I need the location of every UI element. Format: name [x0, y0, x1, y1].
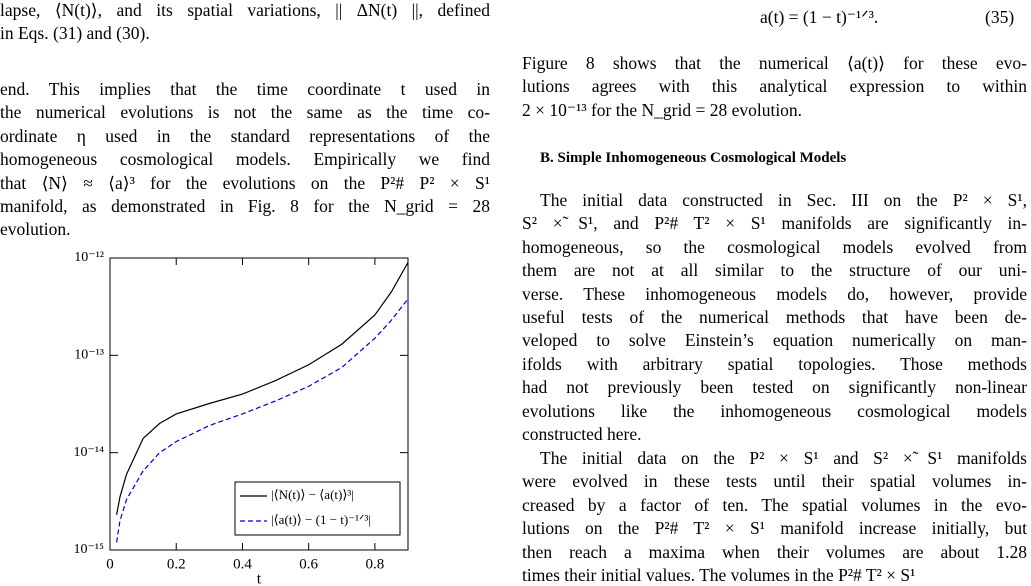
text-line: creased by a factor of ten. The spatial … — [522, 494, 1027, 515]
text-line: end. This implies that the time coordina… — [0, 79, 490, 99]
text-line: had not previously been tested on signif… — [522, 377, 1027, 398]
text-line: were evolved in these tests until their … — [522, 471, 1027, 492]
text-line: The initial data on the P² × S¹ and S² ×… — [540, 448, 1027, 468]
text-line: 2 × 10⁻¹³ for the N_grid = 28 evolution. — [522, 99, 803, 120]
text-line: verse. These inhomogeneous models do, ho… — [522, 283, 1027, 304]
y-tick-label: 10⁻¹² — [74, 250, 104, 265]
x-axis-label: t — [257, 571, 262, 584]
text-line: then reach a maxima when their volumes a… — [522, 541, 1027, 562]
text-line: times their initial values. The volumes … — [522, 565, 916, 585]
text-line: veloped to solve Einstein’s equation num… — [522, 330, 1027, 351]
x-tick-label: 0.6 — [299, 556, 318, 572]
y-tick-label: 10⁻¹⁴ — [74, 445, 105, 460]
text-line: evolution. — [0, 219, 71, 240]
text-line: Figure 8 shows that the numerical ⟨a(t)⟩… — [522, 53, 1027, 73]
section-heading: B. Simple Inhomogeneous Cosmological Mod… — [540, 150, 847, 166]
data-line — [116, 298, 408, 543]
legend-label: |⟨a(t)⟩ − (1 − t)⁻¹ᐟ³| — [271, 512, 371, 527]
text-line: in Eqs. (31) and (30). — [0, 23, 150, 44]
text-line: ifolds with arbitrary spatial topologies… — [522, 353, 1027, 374]
x-tick-label: 0.8 — [366, 556, 385, 572]
text-line: them are not at all similar to the struc… — [522, 260, 1027, 281]
text-line: that ⟨N⟩ ≈ ⟨a⟩³ for the evolutions on th… — [0, 172, 490, 193]
text-line: evolutions like the inhomogeneous cosmol… — [522, 400, 1027, 421]
legend-label: |⟨N(t)⟩ − ⟨a(t)⟩³| — [271, 487, 354, 502]
text-line: manifold, as demonstrated in Fig. 8 for … — [0, 196, 490, 216]
x-tick-label: 0.2 — [167, 556, 186, 572]
text-line: The initial data constructed in Sec. III… — [540, 190, 1027, 210]
text-line: lutions on the P²# T² × S¹ manifold incr… — [522, 518, 1027, 539]
text-line: homogeneous, so the cosmological models … — [522, 236, 1027, 257]
legend-box — [234, 481, 401, 536]
text-line: S² ×̃ S¹, and P²# T² × S¹ manifolds are … — [522, 213, 1027, 234]
equation-number: (35) — [985, 7, 1015, 27]
text-line: the numerical evolutions is not the same… — [0, 102, 490, 123]
data-line — [116, 262, 408, 515]
x-tick-label: 0.4 — [233, 556, 252, 572]
text-line: useful tests of the numerical methods th… — [522, 307, 1027, 327]
plot-frame — [109, 257, 409, 551]
text-line: ordinate η used in the standard represen… — [0, 125, 490, 146]
text-line: lapse, ⟨N(t)⟩, and its spatial variation… — [0, 0, 490, 20]
y-tick-label: 10⁻¹³ — [74, 348, 104, 363]
y-tick-label: 10⁻¹⁵ — [74, 542, 105, 557]
x-tick-label: 0 — [106, 556, 114, 572]
equation: a(t) = (1 − t)⁻¹ᐟ³. — [760, 7, 879, 27]
text-line: homogeneous cosmological models. Empiric… — [0, 149, 490, 170]
text-line: constructed here. — [522, 424, 642, 444]
text-line: lutions agrees with this analytical expr… — [522, 76, 1027, 97]
